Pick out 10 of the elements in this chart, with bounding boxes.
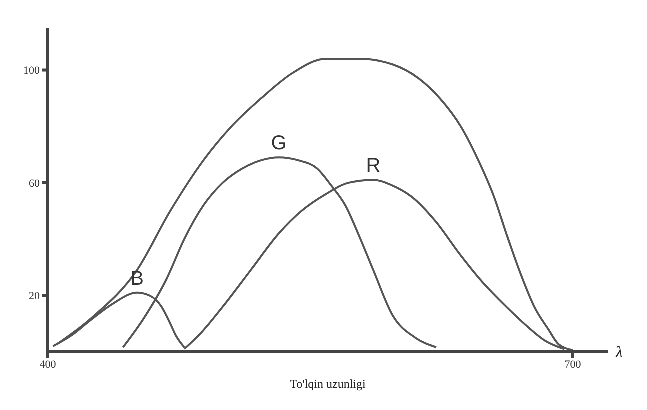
x-tick-label: 700 [564,358,582,371]
y-tick-label: 60 [29,178,40,190]
y-tick-label: 100 [24,65,40,78]
series-label: R [366,155,381,178]
x-axis-title: To'lqin uzunligi [290,377,366,391]
series-label: G [271,132,287,155]
text: λ [615,344,623,362]
series-label: B [130,268,144,290]
y-tick-label: 20 [29,290,40,303]
x-tick-label: 400 [40,358,57,371]
